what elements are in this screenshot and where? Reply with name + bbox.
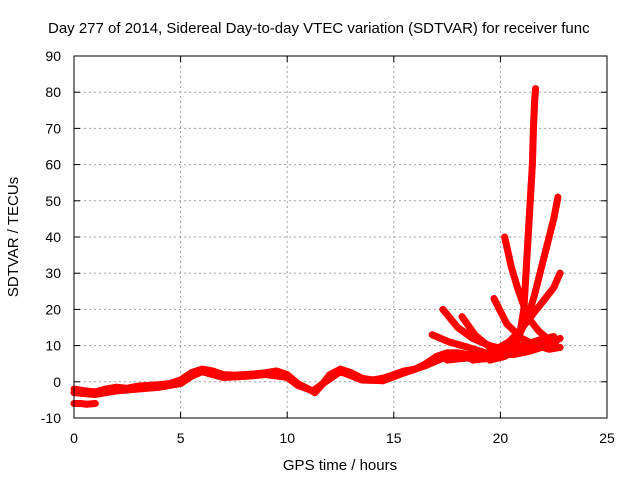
x-tick-label: 25 (599, 430, 615, 446)
data-point (535, 336, 543, 344)
y-tick-label: 50 (45, 193, 61, 209)
data-point (553, 196, 561, 204)
data-point (210, 371, 218, 379)
data-point (294, 381, 302, 389)
data-point (556, 269, 564, 277)
y-tick-label: 60 (45, 157, 61, 173)
data-point (533, 342, 541, 350)
chart-title: Day 277 of 2014, Sidereal Day-to-day VTE… (48, 20, 590, 37)
data-point (306, 386, 314, 394)
data-point (542, 344, 550, 352)
data-point (516, 290, 524, 298)
y-tick-label: 20 (45, 301, 61, 317)
y-tick-label: 40 (45, 229, 61, 245)
data-point (552, 206, 560, 214)
x-tick-label: 10 (279, 430, 295, 446)
data-point (532, 85, 540, 93)
data-point (552, 202, 560, 210)
data-point (515, 287, 523, 295)
y-tick-label: 80 (45, 84, 61, 100)
data-point (216, 373, 224, 381)
data-point (556, 334, 564, 342)
y-tick-label: 90 (45, 48, 61, 64)
data-point (556, 343, 564, 351)
data-point (495, 354, 503, 362)
y-tick-label: -10 (41, 410, 61, 426)
data-point (553, 199, 561, 207)
y-tick-label: 10 (45, 338, 61, 354)
data-point (554, 193, 562, 201)
y-tick-label: 70 (45, 120, 61, 136)
data-point (297, 383, 305, 391)
data-point (551, 209, 559, 217)
x-tick-label: 15 (386, 430, 402, 446)
data-point (517, 293, 525, 301)
data-point (492, 355, 500, 363)
data-point (498, 353, 506, 361)
data-point (303, 385, 311, 393)
data-point (550, 215, 558, 223)
x-tick-label: 5 (177, 430, 185, 446)
y-tick-label: 30 (45, 265, 61, 281)
grid-lines (74, 56, 607, 418)
data-point (300, 384, 308, 392)
x-tick-label: 20 (493, 430, 509, 446)
data-point (513, 284, 521, 292)
data-series (70, 85, 564, 408)
data-point (486, 356, 494, 364)
data-point (489, 355, 497, 363)
data-point (550, 212, 558, 220)
data-point (213, 372, 221, 380)
y-axis-label: SDTVAR / TECUs (5, 177, 22, 297)
x-axis-label: GPS time / hours (283, 457, 397, 474)
data-point (207, 370, 215, 378)
data-point (204, 369, 212, 377)
data-point (552, 338, 560, 346)
axis-ticks: 0 5 10 15 20 25 -10 0 10 20 30 40 50 60 70 80 90 (41, 48, 615, 446)
data-point (539, 343, 547, 351)
data-point (201, 368, 209, 376)
x-tick-label: 0 (70, 430, 78, 446)
data-point (91, 400, 99, 408)
data-point (198, 368, 206, 376)
y-tick-label: 0 (53, 374, 61, 390)
data-point (536, 343, 544, 351)
